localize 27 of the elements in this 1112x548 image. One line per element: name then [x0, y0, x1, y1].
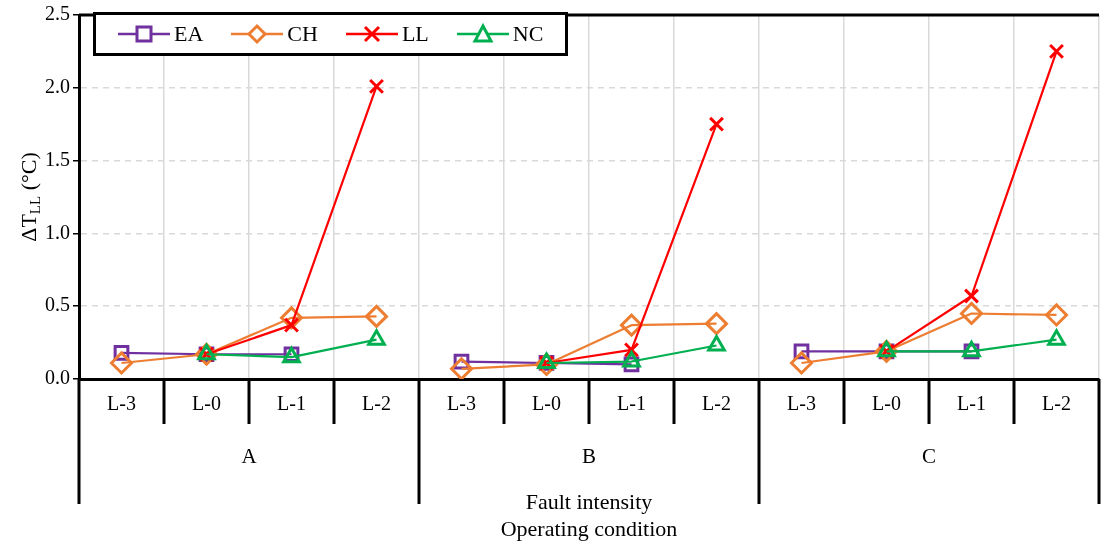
- x-tick-label: L-0: [532, 392, 561, 415]
- y-tick-label: 1.5: [45, 147, 70, 170]
- y-tick-label: 2.0: [45, 75, 70, 98]
- x-tick-label: L-2: [1042, 392, 1071, 415]
- y-axis-title: ΔTLL (°C): [15, 152, 43, 242]
- legend-label: EA: [174, 21, 204, 47]
- x-tick-label: L-1: [277, 392, 306, 415]
- text: A: [241, 443, 258, 468]
- x-tick-label: L-3: [107, 392, 136, 415]
- x-tick-label: L-2: [362, 392, 391, 415]
- legend-label: LL: [401, 21, 429, 47]
- y-tick-label: 1.0: [45, 220, 70, 243]
- legend-label: NC: [512, 21, 544, 47]
- x-tick-label: L-2: [702, 392, 731, 415]
- y-tick-label: 0.5: [45, 293, 70, 316]
- x-tick-label: L-0: [872, 392, 901, 415]
- x-tick-label: L-1: [957, 392, 986, 415]
- x-tick-label: L-0: [192, 392, 221, 415]
- x-tick-label: L-3: [447, 392, 476, 415]
- x-axis-title: Fault intensity Operating condition: [500, 488, 678, 542]
- legend-label: CH: [287, 21, 318, 47]
- x-tick-label: L-3: [787, 392, 816, 415]
- y-tick-label: 0.0: [45, 366, 70, 389]
- x-tick-label: L-1: [617, 392, 646, 415]
- text: C: [921, 443, 937, 468]
- y-tick-label: 2.5: [45, 2, 70, 25]
- text: B: [581, 443, 597, 468]
